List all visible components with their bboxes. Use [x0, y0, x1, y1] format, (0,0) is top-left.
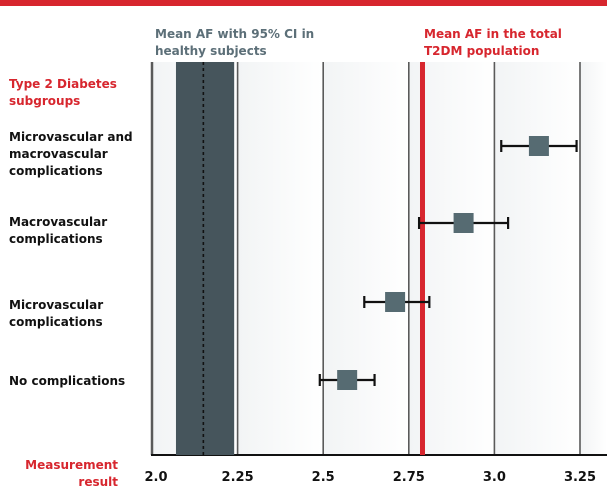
estimate-marker-1 [453, 213, 474, 233]
estimate-marker-0 [528, 136, 549, 156]
plot-band-tail [580, 62, 607, 455]
estimate-marker-3 [337, 370, 358, 390]
x-axis-label: Measurement result [25, 458, 118, 489]
plot-band-1 [237, 62, 324, 455]
group-heading: Type 2 Diabetes subgroups [9, 77, 117, 108]
estimate-marker-2 [385, 292, 406, 312]
x-tick-label-5: 3.25 [564, 470, 596, 485]
healthy-ci-annotation: Mean AF with 95% CI in healthy subjects [155, 27, 315, 58]
subgroup-label-3: No complications [9, 374, 126, 388]
healthy-ci-band [175, 62, 235, 455]
plot-band-2 [323, 62, 409, 455]
x-tick-label-0: 2.0 [144, 470, 167, 485]
total-mean-annotation: Mean AF in the total T2DM population [424, 27, 562, 58]
subgroup-label-0: Microvascular and macrovascular complica… [9, 130, 133, 178]
subgroup-label-2: Microvascular complications [9, 298, 104, 329]
x-tick-label-4: 3.0 [483, 470, 506, 485]
x-tick-label-1: 2.25 [222, 470, 254, 485]
subgroup-label-1: Macrovascular complications [9, 215, 108, 246]
top-rule [0, 0, 607, 6]
x-tick-label-2: 2.5 [312, 470, 335, 485]
plot-band-4 [494, 62, 580, 455]
x-tick-label-3: 2.75 [393, 470, 425, 485]
